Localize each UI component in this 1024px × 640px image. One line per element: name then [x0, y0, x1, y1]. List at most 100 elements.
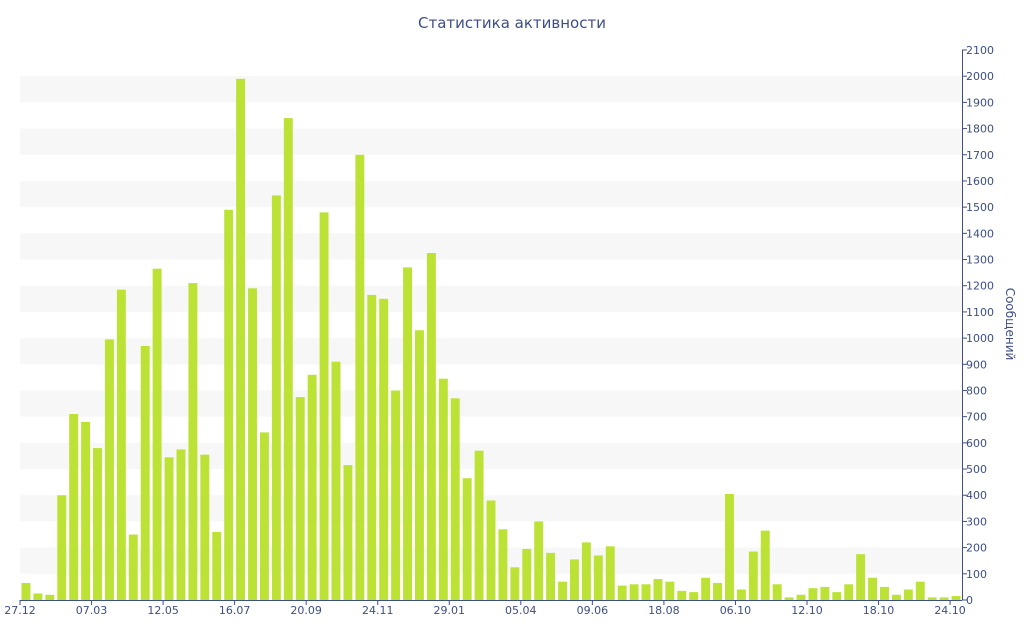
bar — [725, 493, 734, 600]
grid-band — [20, 180, 962, 208]
bar — [927, 597, 937, 600]
bar — [653, 579, 663, 600]
bar — [522, 548, 532, 600]
bar — [796, 594, 806, 600]
x-axis-ticks: 27.12 07.03 12.05 16.07 20.09 24.11 29.01 05.04… — [4, 600, 966, 617]
bar — [57, 495, 67, 600]
bar — [903, 589, 913, 600]
x-tick-label: 24.11 — [362, 604, 394, 617]
bar — [307, 374, 317, 600]
bar — [69, 414, 79, 600]
bar — [271, 195, 281, 600]
x-tick-label: 09.06 — [577, 604, 609, 617]
bar — [259, 432, 269, 600]
bar — [939, 597, 949, 600]
x-tick-label: 06.10 — [720, 604, 752, 617]
bar — [486, 500, 496, 600]
bar — [367, 294, 377, 600]
y-tick-label: 600 — [966, 437, 987, 450]
bar — [498, 529, 508, 600]
bar — [33, 593, 43, 600]
bar — [426, 252, 436, 600]
bar — [200, 454, 210, 600]
bar — [677, 590, 687, 600]
bar — [689, 592, 699, 600]
bar — [546, 552, 556, 600]
bar — [319, 212, 329, 600]
bar — [510, 567, 520, 600]
bar — [152, 268, 162, 600]
grid-band — [20, 128, 962, 155]
y-tick-label: 800 — [966, 384, 987, 397]
y-tick-label: 1300 — [966, 254, 994, 267]
x-tick-label: 05.04 — [505, 604, 537, 617]
y-tick-label: 300 — [966, 515, 987, 528]
grid-band — [20, 76, 962, 103]
bar — [355, 154, 365, 600]
bar — [808, 588, 818, 600]
bar — [736, 589, 746, 600]
x-tick-label: 27.12 — [4, 604, 36, 617]
bar — [116, 289, 126, 600]
bar — [45, 594, 55, 600]
bar — [593, 555, 603, 600]
bar — [21, 582, 31, 600]
bar — [343, 465, 353, 600]
bar — [617, 585, 627, 600]
bar — [379, 298, 389, 600]
bar — [331, 361, 341, 600]
x-tick-label: 16.07 — [219, 604, 251, 617]
bar — [474, 450, 484, 600]
bar — [81, 421, 91, 600]
bar — [784, 597, 794, 600]
bar — [140, 345, 150, 600]
x-tick-label: 18.08 — [648, 604, 680, 617]
x-tick-label: 24.10 — [934, 604, 966, 617]
y-tick-label: 1100 — [966, 306, 994, 319]
bar — [868, 577, 878, 600]
bar — [713, 582, 723, 600]
bar — [891, 594, 901, 600]
y-tick-label: 2100 — [966, 44, 994, 57]
bar — [93, 448, 102, 600]
y-tick-label: 900 — [966, 358, 987, 371]
x-tick-label: 07.03 — [76, 604, 108, 617]
y-axis-ticks: 0 100 200 300 400 500 600 700 800 900 1000 1100 1200… — [962, 44, 994, 607]
bar — [641, 584, 651, 600]
bar — [569, 559, 579, 600]
y-tick-label: 1500 — [966, 201, 994, 214]
bar — [701, 577, 711, 600]
bar — [844, 584, 854, 600]
bar — [880, 586, 889, 600]
y-tick-label: 1900 — [966, 96, 994, 109]
bar — [403, 267, 413, 600]
bar — [224, 209, 234, 600]
bar — [820, 586, 830, 600]
bar — [760, 530, 770, 600]
bar — [391, 390, 401, 600]
bar — [438, 378, 448, 600]
bar — [832, 592, 842, 600]
bar — [534, 521, 544, 600]
bar — [188, 283, 198, 600]
bar — [176, 449, 186, 600]
y-tick-label: 1000 — [966, 332, 994, 345]
bar — [212, 531, 222, 600]
bar — [295, 397, 305, 600]
y-tick-label: 700 — [966, 411, 987, 424]
grid-band — [20, 233, 962, 260]
bar — [104, 339, 114, 600]
x-tick-label: 18.10 — [863, 604, 895, 617]
grid-band — [20, 338, 962, 365]
y-tick-label: 0 — [966, 594, 973, 607]
bar — [558, 581, 568, 600]
y-tick-label: 1700 — [966, 149, 994, 162]
bar — [236, 78, 246, 601]
y-tick-label: 400 — [966, 489, 987, 502]
y-tick-label: 100 — [966, 568, 987, 581]
axes — [20, 50, 963, 601]
x-tick-label: 12.05 — [147, 604, 179, 617]
bar — [414, 330, 424, 600]
bar — [665, 581, 675, 600]
y-tick-label: 200 — [966, 542, 987, 555]
